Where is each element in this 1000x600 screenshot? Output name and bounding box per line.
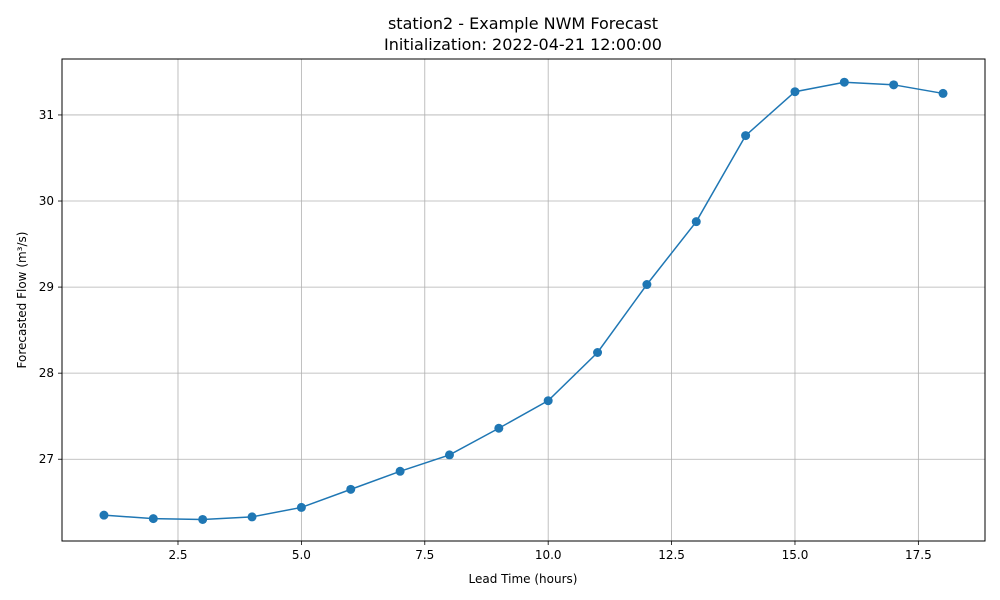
data-point: [642, 280, 652, 290]
y-tick-label: 29: [39, 280, 54, 294]
grid: [62, 59, 985, 541]
x-tick-label: 12.5: [658, 548, 685, 562]
chart-subtitle: Initialization: 2022-04-21 12:00:00: [384, 35, 662, 54]
x-tick-label: 17.5: [905, 548, 932, 562]
data-point: [99, 510, 109, 520]
x-axis-label: Lead Time (hours): [469, 572, 578, 586]
series-line-group: [103, 81, 944, 521]
y-axis-ticks: 27 28 29 30 31: [39, 108, 62, 466]
data-point: [494, 423, 504, 433]
data-point: [247, 512, 257, 522]
y-tick-label: 31: [39, 108, 54, 122]
x-tick-label: 5.0: [292, 548, 311, 562]
data-point: [296, 502, 306, 512]
data-point: [198, 514, 208, 524]
data-point: [444, 450, 454, 460]
data-point: [889, 80, 899, 90]
x-tick-label: 10.0: [535, 548, 562, 562]
x-tick-label: 7.5: [415, 548, 434, 562]
data-points: [99, 77, 948, 524]
x-axis-ticks: 2.5 5.0 7.5 10.0 12.5 15.0 17.5: [168, 541, 932, 562]
y-tick-label: 30: [39, 194, 54, 208]
data-point: [790, 87, 800, 97]
data-point: [148, 514, 158, 524]
x-tick-label: 15.0: [782, 548, 809, 562]
plot-area-frame: [61, 58, 986, 542]
x-tick-label: 2.5: [168, 548, 187, 562]
y-tick-label: 27: [39, 452, 54, 466]
data-point: [741, 131, 751, 141]
data-point: [593, 348, 603, 358]
y-axis-label: Forecasted Flow (m³/s): [15, 232, 29, 369]
data-point: [543, 396, 553, 406]
data-point: [346, 484, 356, 494]
chart-title: station2 - Example NWM Forecast: [388, 14, 658, 33]
data-point: [691, 217, 701, 227]
data-point: [395, 466, 405, 476]
data-point: [938, 88, 948, 98]
series-line: [103, 81, 944, 521]
data-point: [839, 77, 849, 87]
y-tick-label: 28: [39, 366, 54, 380]
